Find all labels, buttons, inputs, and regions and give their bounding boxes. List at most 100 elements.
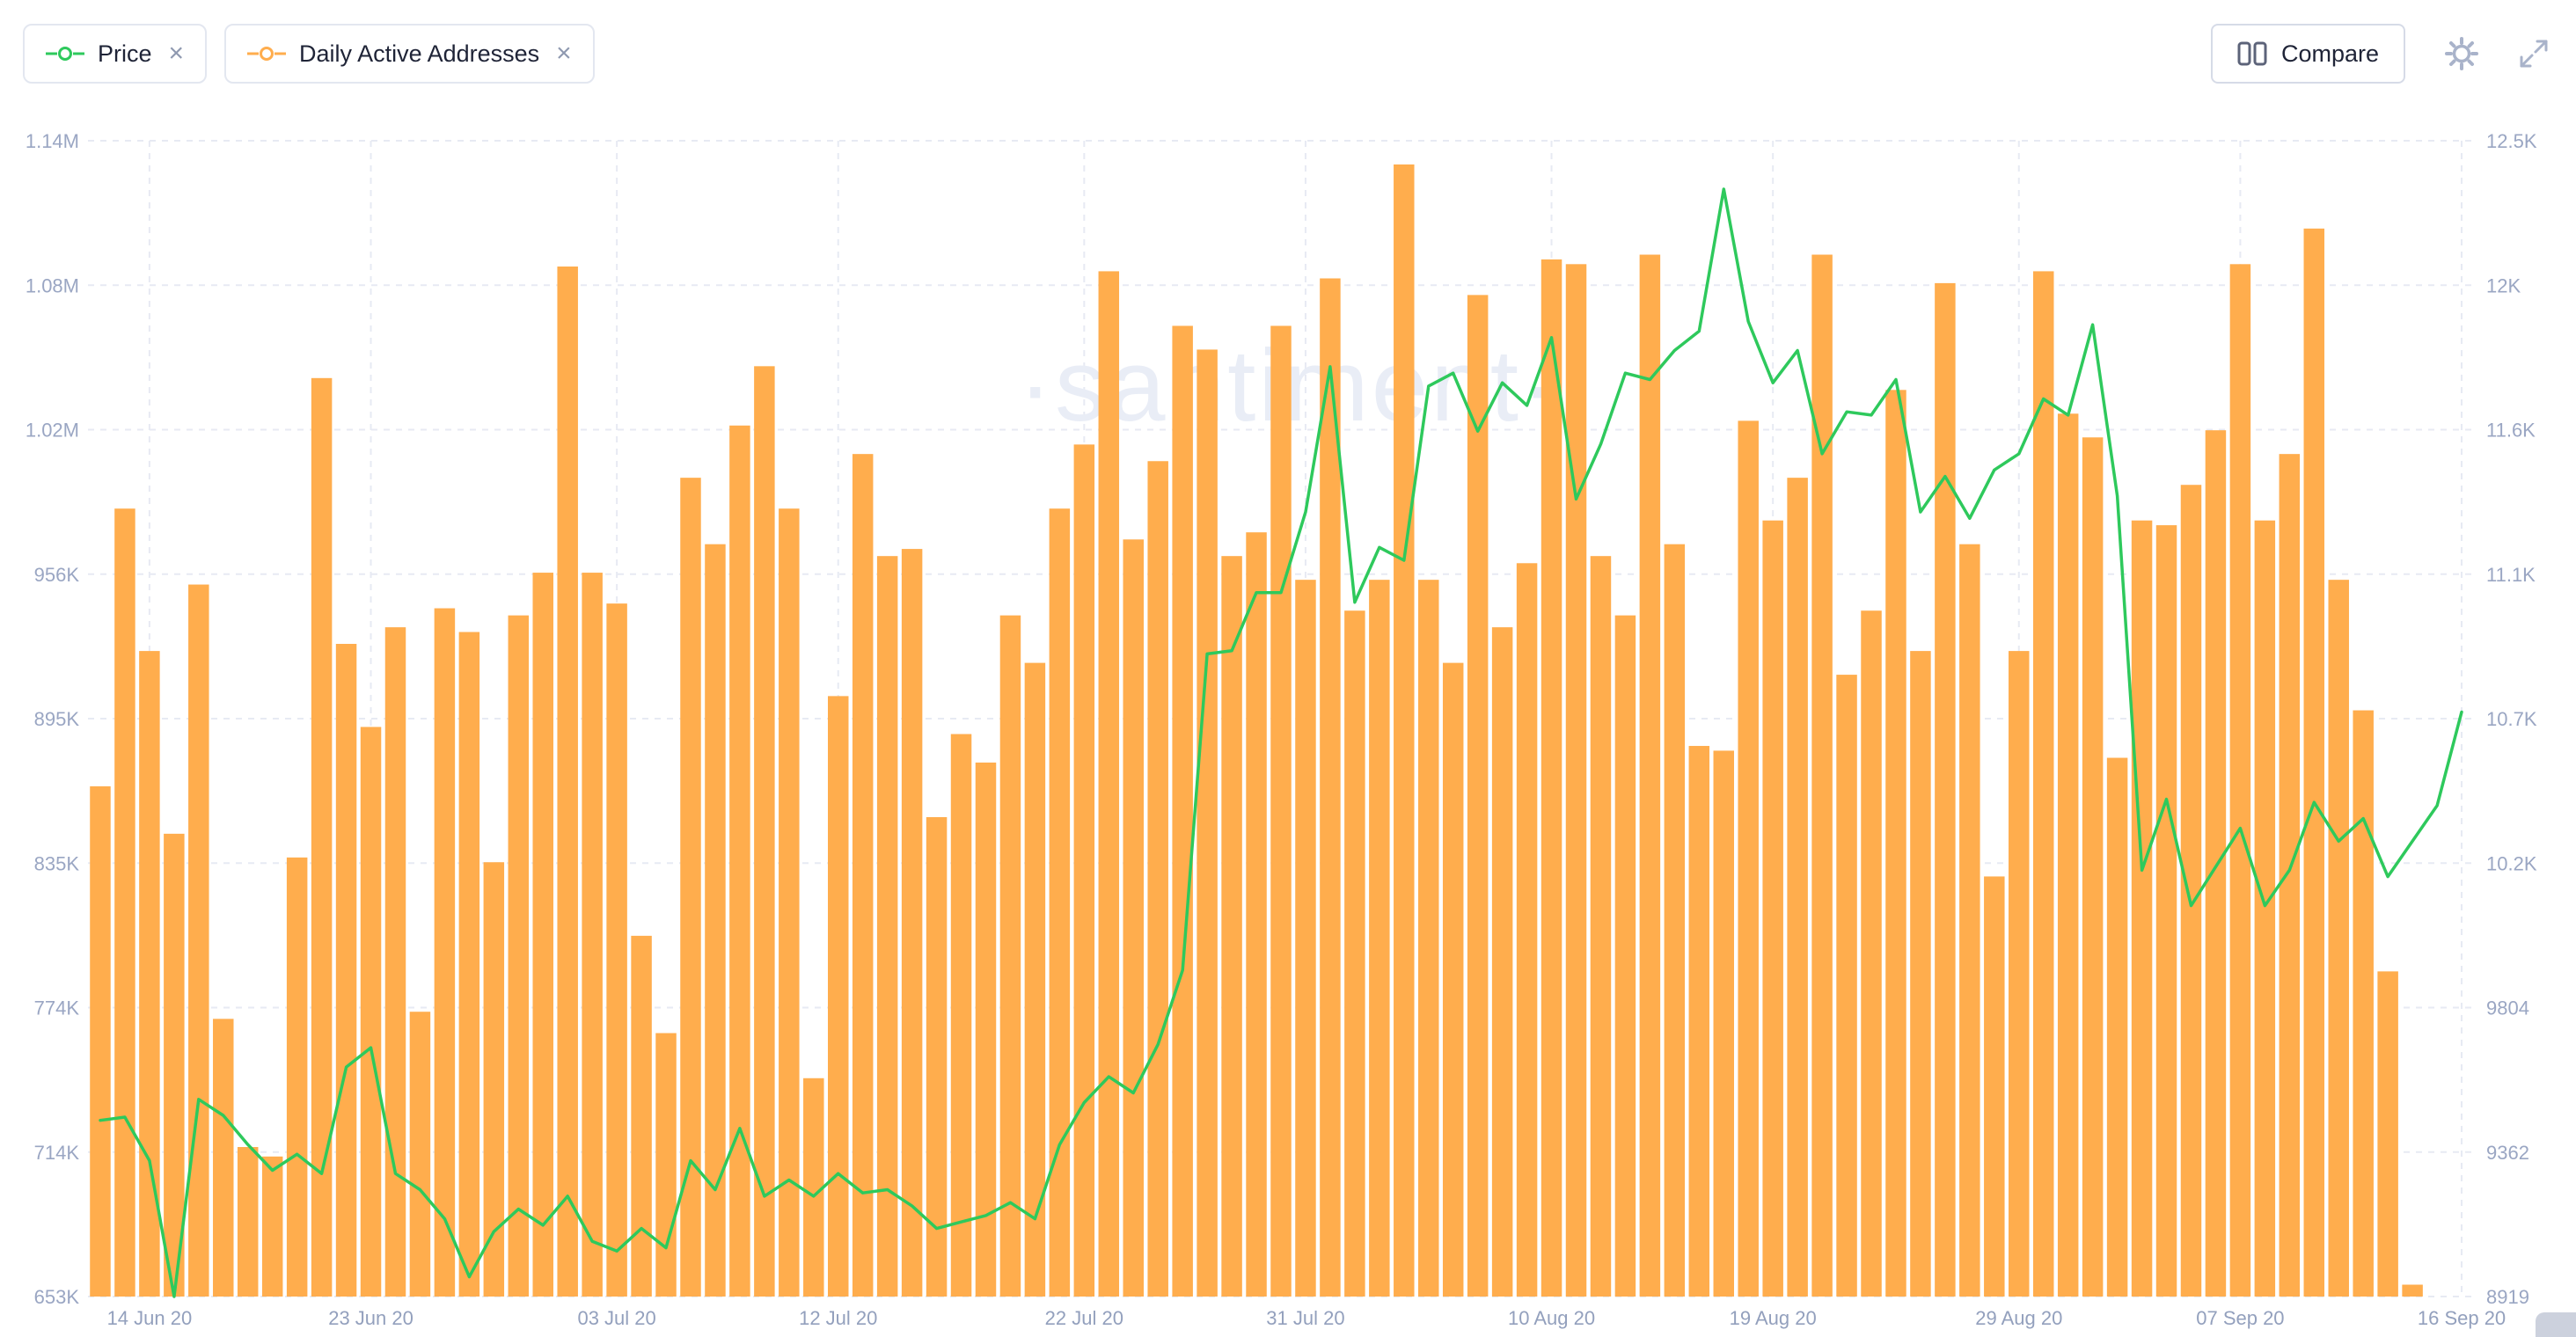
daa-bar[interactable] [1123, 539, 1144, 1297]
daa-bar[interactable] [1491, 627, 1513, 1297]
daa-bar[interactable] [1147, 461, 1168, 1297]
daa-bar[interactable] [2082, 437, 2104, 1297]
daa-bar[interactable] [1885, 390, 1906, 1297]
daa-bar[interactable] [876, 556, 898, 1297]
daa-bar[interactable] [1688, 746, 1710, 1297]
daa-bar[interactable] [1049, 508, 1071, 1297]
daa-bar[interactable] [901, 549, 923, 1297]
daa-bar[interactable] [2180, 485, 2202, 1297]
daa-bar[interactable] [1959, 544, 1980, 1297]
daa-bar[interactable] [237, 1147, 259, 1297]
daa-bar[interactable] [2032, 271, 2054, 1297]
daa-bar[interactable] [1098, 271, 1120, 1297]
daa-bar[interactable] [483, 862, 505, 1297]
daa-bar[interactable] [2229, 264, 2251, 1297]
daa-bar[interactable] [852, 454, 874, 1297]
daa-bar[interactable] [1172, 325, 1193, 1297]
daa-bar[interactable] [434, 608, 456, 1297]
daa-bar[interactable] [2402, 1284, 2423, 1297]
daa-bar[interactable] [1221, 556, 1242, 1297]
daa-bar[interactable] [1984, 876, 2005, 1297]
daa-bar[interactable] [188, 584, 209, 1297]
daa-bar[interactable] [1639, 254, 1661, 1297]
daa-bar[interactable] [139, 651, 160, 1297]
daa-bar[interactable] [1394, 164, 1415, 1297]
daa-bar[interactable] [1861, 610, 1882, 1297]
daa-bar[interactable] [729, 425, 750, 1297]
daa-bar[interactable] [999, 615, 1021, 1297]
daa-bar[interactable] [384, 627, 406, 1297]
daa-bar[interactable] [1024, 662, 1046, 1297]
remove-daa-metric-button[interactable]: × [556, 39, 572, 68]
daa-bar[interactable] [705, 544, 726, 1297]
daa-bar[interactable] [286, 857, 308, 1297]
daa-bar[interactable] [2057, 413, 2079, 1297]
daa-bar[interactable] [2205, 430, 2227, 1297]
daa-bar[interactable] [1197, 349, 1218, 1297]
daa-bar[interactable] [827, 696, 849, 1297]
daa-bar[interactable] [532, 573, 553, 1297]
price-line[interactable] [99, 187, 2463, 1298]
daa-bar[interactable] [803, 1078, 824, 1297]
daa-bar[interactable] [360, 727, 382, 1297]
daa-bar[interactable] [1344, 610, 1365, 1297]
daa-bar[interactable] [1614, 615, 1636, 1297]
daa-bar[interactable] [655, 1033, 677, 1297]
daa-bar[interactable] [1270, 325, 1292, 1297]
daa-bar[interactable] [1442, 662, 1464, 1297]
daa-bar[interactable] [1590, 556, 1612, 1297]
daa-bar[interactable] [631, 935, 652, 1297]
daa-bar[interactable] [1713, 750, 1735, 1297]
daa-bar[interactable] [409, 1012, 431, 1297]
daa-bar[interactable] [1516, 563, 1538, 1297]
daa-bar[interactable] [1836, 675, 1857, 1297]
daa-bar[interactable] [680, 478, 701, 1297]
daa-bar[interactable] [1738, 420, 1759, 1297]
daa-bar[interactable] [458, 632, 480, 1297]
daa-bar[interactable] [975, 762, 997, 1297]
daa-bar[interactable] [1467, 295, 1489, 1297]
daa-bar[interactable] [2131, 520, 2153, 1297]
daa-bar[interactable] [90, 785, 111, 1297]
chart-settings-button[interactable] [2444, 36, 2479, 71]
daa-bar[interactable] [606, 603, 627, 1297]
daa-bar[interactable] [1246, 532, 1267, 1297]
daa-bar[interactable] [335, 644, 357, 1297]
daa-bar[interactable] [2353, 710, 2374, 1297]
daa-bar[interactable] [1811, 254, 1833, 1297]
daa-bar[interactable] [1910, 651, 1931, 1297]
daa-bar[interactable] [2106, 757, 2128, 1297]
daa-bar[interactable] [582, 573, 603, 1297]
daa-bar[interactable] [2377, 971, 2398, 1297]
daa-bar[interactable] [2254, 520, 2276, 1297]
daa-bar[interactable] [1369, 580, 1390, 1297]
daa-bar[interactable] [950, 734, 972, 1297]
daa-bar[interactable] [1664, 544, 1686, 1297]
daa-bar[interactable] [2155, 525, 2177, 1297]
daa-bar[interactable] [2303, 228, 2325, 1297]
daa-bar[interactable] [557, 267, 578, 1297]
daa-bar[interactable] [2328, 580, 2349, 1297]
daa-bar[interactable] [1073, 444, 1095, 1297]
daa-bar[interactable] [1787, 478, 1808, 1297]
daa-bar[interactable] [1565, 264, 1587, 1297]
daa-bar[interactable] [164, 833, 185, 1297]
daa-bar[interactable] [114, 508, 135, 1297]
daa-bar[interactable] [779, 508, 800, 1297]
daa-bar[interactable] [1418, 580, 1439, 1297]
remove-price-metric-button[interactable]: × [168, 39, 185, 68]
daa-bar[interactable] [926, 816, 948, 1297]
daa-bar[interactable] [1295, 580, 1316, 1297]
fullscreen-button[interactable] [2518, 38, 2550, 69]
metric-chip-daily-active-addresses[interactable]: Daily Active Addresses × [224, 24, 595, 84]
resize-handle[interactable] [2536, 1312, 2576, 1337]
daa-bar[interactable] [1935, 282, 1956, 1297]
daa-bar[interactable] [1540, 259, 1562, 1297]
metric-chip-price[interactable]: Price × [23, 24, 208, 84]
daa-bar[interactable] [754, 366, 775, 1297]
daa-bar[interactable] [311, 377, 333, 1297]
daa-bar[interactable] [1762, 520, 1783, 1297]
daa-bar[interactable] [508, 615, 530, 1297]
daa-bar[interactable] [2009, 651, 2030, 1297]
daa-bar[interactable] [2279, 454, 2301, 1297]
